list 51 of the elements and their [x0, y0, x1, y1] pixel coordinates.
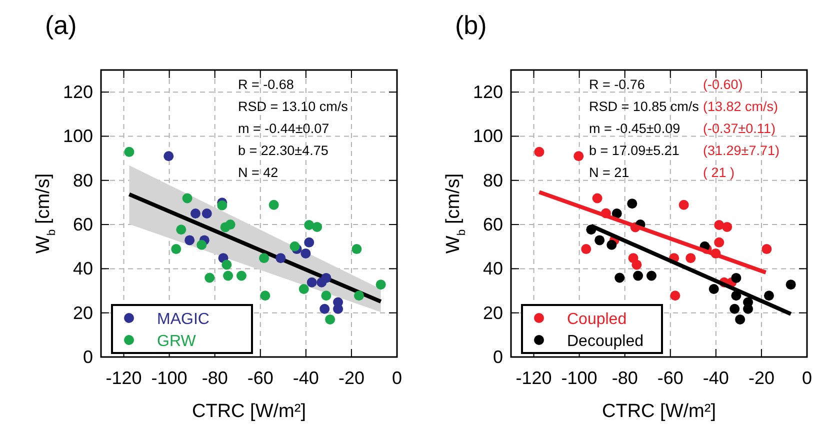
x-tick-label: -80	[202, 368, 228, 388]
annotation: ( 21 )	[703, 165, 735, 180]
annotation: (-0.37±0.11)	[703, 121, 776, 136]
x-tick-label: 0	[802, 368, 812, 388]
annotation: RSD = 10.85 cm/s	[589, 99, 700, 114]
y-tick-label: 100	[472, 126, 503, 146]
annotation: m = -0.45±0.09	[589, 121, 680, 136]
y-tick-label: 120	[472, 82, 503, 102]
annotation: N = 42	[238, 165, 278, 180]
y-tick-label: 20	[482, 302, 503, 323]
chart-title: (b)	[455, 10, 487, 40]
annotation: (-0.60)	[703, 77, 743, 92]
x-tick-label: -40	[292, 368, 319, 388]
y-tick-label: 80	[72, 170, 93, 190]
x-tick-label: -100	[151, 368, 188, 388]
x-tick-label: -40	[702, 368, 729, 388]
x-tick-label: -80	[612, 368, 638, 388]
y-tick-label: 60	[482, 214, 503, 235]
legend-label: MAGIC	[157, 311, 210, 328]
annotation: (13.82 cm/s)	[703, 99, 778, 114]
annotation: b = 22.30±4.75	[238, 143, 328, 158]
annotation: m = -0.44±0.07	[238, 121, 330, 136]
annotation: b = 17.09±5.21	[589, 143, 680, 158]
y-tick-label: 20	[72, 302, 93, 323]
y-tick-label: 120	[62, 82, 93, 102]
x-axis-title: CTRC [W/m²]	[602, 401, 716, 422]
legend-label: Decoupled	[567, 333, 644, 350]
annotation: (31.29±7.71)	[703, 143, 780, 158]
x-tick-label: -20	[338, 368, 364, 388]
y-tick-label: 100	[62, 126, 93, 146]
annotation: R = -0.68	[238, 77, 294, 92]
x-tick-label: 0	[392, 368, 402, 388]
legend-label: Coupled	[567, 311, 627, 328]
chart-title: (a)	[45, 10, 77, 40]
x-tick-label: -100	[561, 368, 598, 388]
x-tick-label: -60	[657, 368, 684, 388]
x-tick-label: -60	[247, 368, 274, 388]
legend-label: GRW	[157, 333, 197, 350]
annotation: RSD = 13.10 cm/s	[238, 99, 348, 114]
x-tick-label: -120	[106, 368, 142, 388]
y-tick-label: 40	[72, 258, 93, 279]
y-tick-label: 60	[72, 214, 93, 235]
y-tick-label: 0	[82, 347, 93, 367]
x-tick-label: -120	[516, 368, 552, 388]
x-tick-label: -20	[748, 368, 774, 388]
y-tick-label: 0	[492, 347, 503, 367]
x-axis-title: CTRC [W/m²]	[192, 401, 306, 422]
y-tick-label: 80	[482, 170, 503, 190]
annotation: N = 21	[589, 165, 630, 180]
y-tick-label: 40	[482, 258, 503, 279]
annotation: R = -0.76	[589, 77, 645, 92]
